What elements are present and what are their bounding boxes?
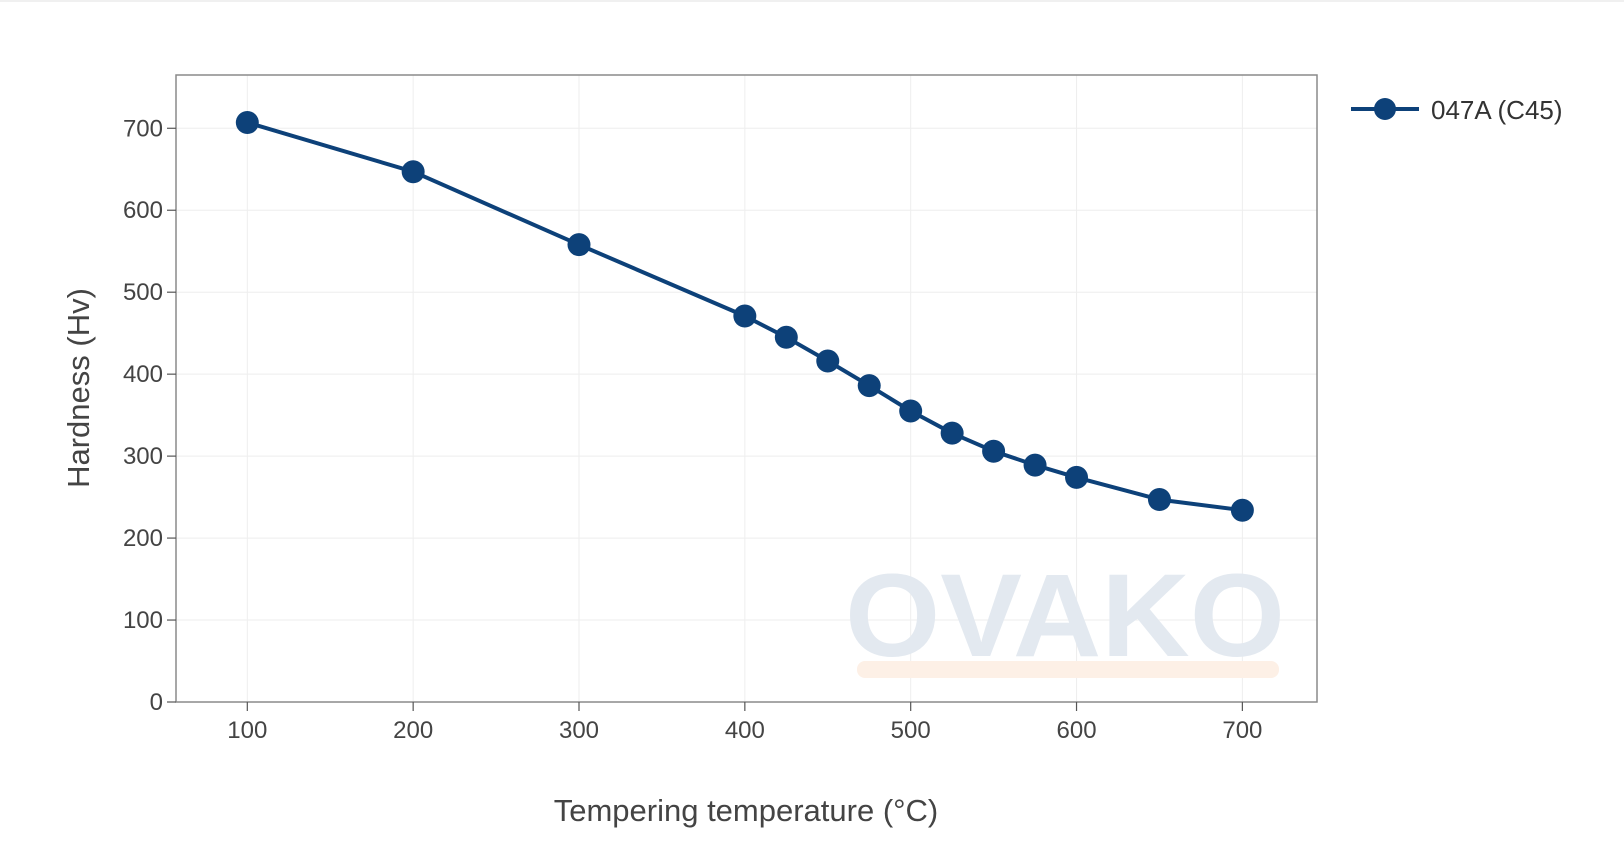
plot-area-frame — [175, 74, 1318, 703]
x-axis-ticks: 100 200 300 400 500 600 700 — [227, 702, 1262, 744]
data-point — [857, 374, 881, 398]
ovako-watermark: OVAKO — [845, 550, 1285, 682]
series-layer — [235, 111, 1254, 522]
y-tick-label: 500 — [123, 279, 163, 306]
data-point — [899, 399, 923, 423]
x-axis-title: Tempering temperature (°C) — [554, 793, 939, 828]
x-tick-label: 100 — [227, 717, 267, 744]
data-point — [940, 421, 964, 445]
legend-label: 047A (C45) — [1431, 95, 1563, 125]
legend: 047A (C45) — [1351, 95, 1563, 125]
data-point — [733, 304, 757, 328]
y-axis-ticks: 0 100 200 300 400 500 600 700 — [123, 115, 176, 716]
y-tick-label: 400 — [123, 361, 163, 388]
data-point — [1147, 488, 1171, 512]
x-tick-label: 400 — [725, 717, 765, 744]
x-tick-label: 700 — [1222, 717, 1262, 744]
y-tick-label: 600 — [123, 197, 163, 224]
data-point — [982, 439, 1006, 463]
y-tick-label: 200 — [123, 525, 163, 552]
data-point — [567, 233, 591, 257]
x-tick-label: 300 — [559, 717, 599, 744]
data-point — [1230, 498, 1254, 522]
data-point — [1023, 453, 1047, 477]
y-tick-label: 300 — [123, 443, 163, 470]
x-tick-label: 500 — [891, 717, 931, 744]
legend-marker-swatch — [1374, 98, 1396, 120]
y-tick-label: 700 — [123, 115, 163, 142]
y-tick-label: 0 — [150, 689, 163, 716]
x-tick-label: 200 — [393, 717, 433, 744]
x-tick-label: 600 — [1057, 717, 1097, 744]
y-tick-label: 100 — [123, 607, 163, 634]
data-point — [1065, 465, 1089, 489]
watermark-accent-bar — [857, 661, 1279, 678]
y-axis-title: Hardness (Hv) — [61, 288, 96, 488]
data-point — [774, 325, 798, 349]
data-point — [816, 349, 840, 373]
watermark-text: OVAKO — [845, 550, 1285, 682]
data-point — [235, 111, 259, 135]
top-divider — [0, 0, 1624, 2]
data-point — [401, 160, 425, 184]
gridlines — [176, 75, 1317, 703]
